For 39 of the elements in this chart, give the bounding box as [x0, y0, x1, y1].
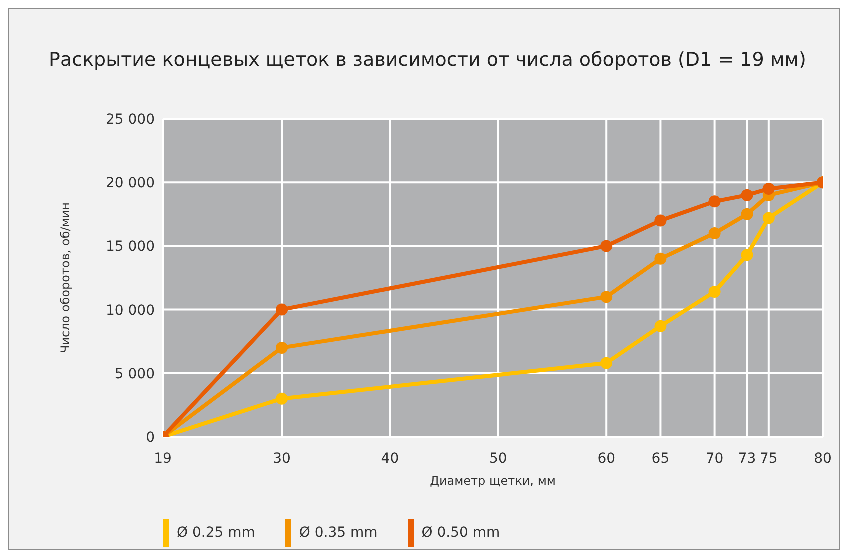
- point: [762, 212, 775, 224]
- point: [600, 357, 613, 370]
- point: [276, 304, 288, 316]
- x-tick-label: 40: [381, 450, 400, 467]
- x-tick-label: 50: [489, 450, 508, 467]
- legend-label: Ø 0.35 mm: [298, 524, 378, 543]
- point: [276, 342, 288, 354]
- x-axis-title: Диаметр щетки, мм: [430, 474, 556, 488]
- x-tick-label: 60: [598, 450, 616, 467]
- legend-label: Ø 0.25 mm: [176, 524, 256, 543]
- point: [276, 392, 288, 405]
- point: [741, 189, 754, 202]
- y-axis-title: Число оборотов, об/мин: [58, 202, 72, 354]
- point: [741, 208, 754, 220]
- chart-title: Раскрытие концевых щеток в зависимости от числа оборотов (D1 = 19 мм): [49, 49, 806, 71]
- y-tick-label: 0: [146, 430, 155, 446]
- x-tick-label: 30: [273, 450, 291, 467]
- point: [654, 320, 667, 332]
- y-tick-label: 15 000: [106, 239, 155, 256]
- point: [708, 196, 721, 208]
- y-tick-label: 5 000: [114, 366, 155, 382]
- x-tick-label: 75: [760, 450, 778, 467]
- point: [708, 227, 721, 240]
- x-tick-label: 70: [706, 450, 724, 467]
- point: [741, 249, 754, 262]
- x-tick-label: 73: [738, 450, 756, 467]
- point: [708, 286, 721, 298]
- x-tick-label: 19: [154, 450, 172, 467]
- point: [600, 240, 613, 252]
- point: [654, 252, 667, 265]
- x-tick-label: 65: [652, 450, 670, 467]
- y-tick-label: 25 000: [106, 112, 155, 128]
- legend-label: Ø 0.50 mm: [420, 524, 500, 543]
- x-tick-label: 80: [814, 450, 832, 467]
- y-tick-label: 10 000: [106, 302, 155, 319]
- point: [762, 182, 775, 195]
- point: [654, 214, 667, 227]
- y-tick-label: 20 000: [106, 176, 155, 192]
- point: [600, 291, 613, 304]
